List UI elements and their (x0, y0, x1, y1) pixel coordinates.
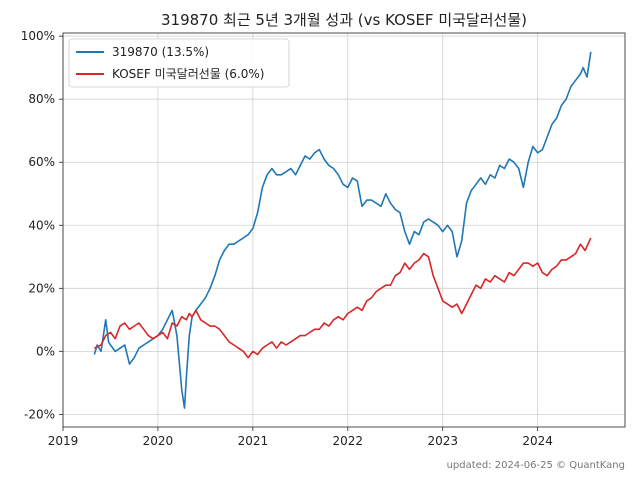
legend-box (68, 38, 290, 88)
legend-label-319870: 319870 (13.5%) (112, 45, 209, 59)
series-layer (93, 51, 592, 409)
y-tick-label: 40% (28, 218, 55, 232)
x-axis: 2019 2020 2021 2022 2023 2024 (48, 427, 553, 448)
series-line-1 (93, 237, 592, 359)
y-tick-label: 0% (36, 344, 55, 358)
legend: 319870 (13.5%) KOSEF 미국달러선물 (6.0%) (68, 38, 290, 88)
y-tick-label: 80% (28, 92, 55, 106)
plot-frame (62, 32, 626, 428)
x-tick-label: 2024 (522, 434, 553, 448)
chart-title: 319870 최근 5년 3개월 성과 (vs KOSEF 미국달러선물) (161, 11, 527, 29)
y-tick-label: 20% (28, 281, 55, 295)
y-tick-label: 60% (28, 155, 55, 169)
credit-text: updated: 2024-06-25 © QuantKang (447, 460, 625, 471)
y-tick-label: -20% (24, 407, 55, 421)
y-tick-label: 100% (21, 29, 55, 43)
x-tick-label: 2023 (427, 434, 458, 448)
x-tick-label: 2022 (333, 434, 364, 448)
series-line-0 (93, 51, 592, 409)
x-tick-label: 2019 (48, 434, 79, 448)
grid (62, 33, 625, 427)
y-axis: -20% 0% 20% 40% 60% 80% 100% (21, 29, 63, 421)
legend-label-kosef: KOSEF 미국달러선물 (6.0%) (112, 67, 264, 81)
x-tick-label: 2021 (238, 434, 269, 448)
x-tick-label: 2020 (143, 434, 174, 448)
